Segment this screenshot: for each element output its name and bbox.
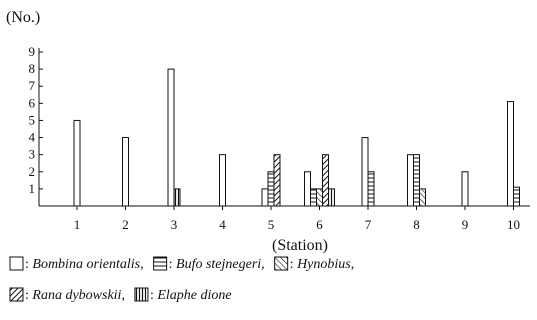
bars (73, 68, 520, 207)
legend-label-rana-dybowskii: : Rana dybowskii, (25, 288, 125, 303)
bar-bombina-orientalis-station-2 (122, 137, 129, 207)
bar-bufo-stejnegeri-station-6 (310, 188, 317, 207)
legend-label-hynobius: : Hynobius, (290, 257, 355, 272)
legend: : Bombina orientalis, : Bufo stejnegeri,:… (9, 256, 355, 303)
bar-rana-dybowskii-station-5 (273, 154, 281, 207)
y-tick-label: 5 (29, 112, 36, 127)
y-tick-label: 1 (29, 181, 36, 196)
bar-rana-dybowskii-station-6 (322, 154, 329, 207)
bar-elaphe-dione-station-3 (173, 188, 181, 207)
x-tick-label: 3 (171, 217, 178, 232)
legend-label-elaphe-dione: : Elaphe dione (150, 288, 232, 303)
y-tick-label: 9 (29, 44, 36, 59)
bar-bombina-orientalis-station-9 (461, 171, 469, 207)
legend-swatch-bombina-orientalis (9, 256, 24, 271)
bar-bombina-orientalis-station-7 (361, 137, 369, 207)
x-tick-label: 10 (507, 217, 520, 232)
legend-label-bufo-stejnegeri: : Bufo stejnegeri, (169, 257, 265, 272)
y-ticks: 1 2 3 4 5 6 7 8 9 (29, 44, 43, 196)
x-tick-label: 5 (268, 217, 275, 232)
bar-hynobius-station-6 (316, 188, 323, 207)
y-axis-title: (No.) (6, 9, 40, 26)
y-tick-label: 6 (29, 95, 36, 110)
bar-bufo-stejnegeri-station-8 (413, 154, 420, 207)
bar-bombina-orientalis-station-10 (507, 101, 514, 207)
bar-bufo-stejnegeri-station-10 (513, 186, 520, 207)
y-tick-label: 3 (29, 147, 36, 162)
plot-area: 1 2 3 4 5 6 7 8 9 1 2 3 4 5 6 7 8 9 10 (29, 44, 530, 232)
legend-swatch-elaphe-dione (134, 287, 149, 302)
legend-swatch-rana-dybowskii (9, 287, 24, 302)
bar-bombina-orientalis-station-8 (407, 154, 414, 207)
bar-bufo-stejnegeri-station-5 (267, 171, 275, 207)
x-tick-label: 1 (74, 217, 81, 232)
y-tick-label: 8 (29, 61, 36, 76)
bar-bombina-orientalis-station-5 (261, 188, 269, 207)
x-tick-label: 8 (413, 217, 420, 232)
x-axis-title: (Station) (272, 237, 328, 254)
bar-hynobius-station-8 (419, 188, 426, 207)
bar-elaphe-dione-station-6 (328, 188, 335, 207)
x-tick-label: 9 (462, 217, 469, 232)
x-ticks: 1 2 3 4 5 6 7 8 9 10 (74, 206, 520, 232)
x-tick-label: 7 (365, 217, 372, 232)
bar-bufo-stejnegeri-station-7 (367, 171, 375, 207)
x-tick-label: 6 (316, 217, 323, 232)
y-tick-label: 2 (29, 164, 36, 179)
y-tick-label: 4 (29, 130, 36, 145)
x-tick-label: 4 (219, 217, 226, 232)
legend-swatch-hynobius (274, 256, 289, 271)
bar-bombina-orientalis-station-3 (167, 68, 175, 207)
legend-label-bombina-orientalis: : Bombina orientalis, (25, 257, 144, 272)
bar-bombina-orientalis-station-1 (73, 119, 81, 207)
x-tick-label: 2 (122, 217, 129, 232)
y-tick-label: 7 (29, 78, 36, 93)
legend-swatch-bufo-stejnegeri (153, 256, 168, 271)
bar-bombina-orientalis-station-4 (219, 154, 226, 207)
bar-bombina-orientalis-station-6 (304, 171, 311, 207)
